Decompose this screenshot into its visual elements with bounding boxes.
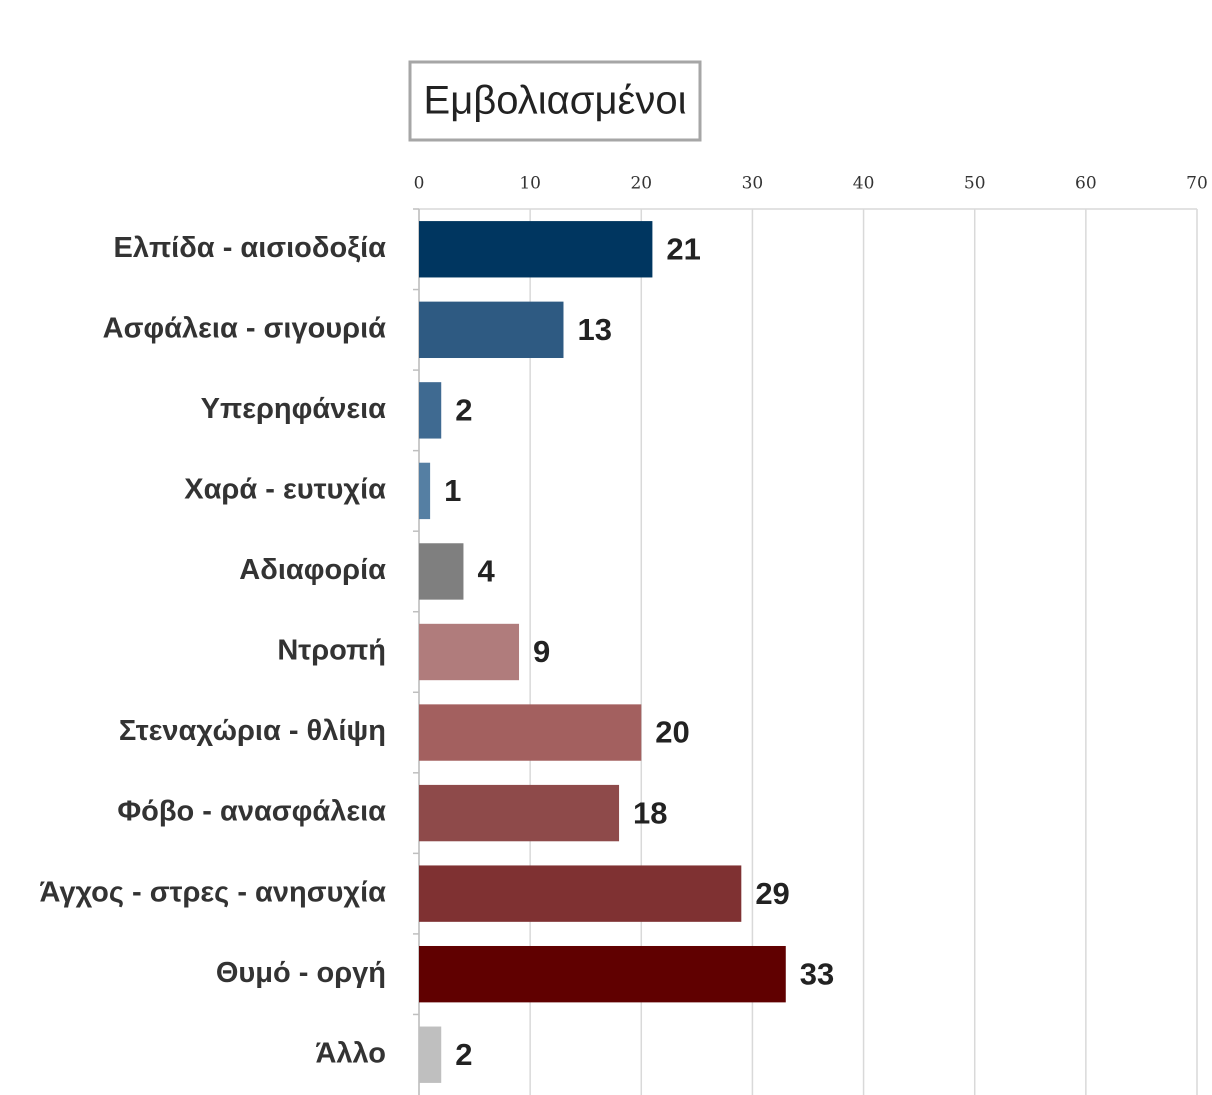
y-tick-label: Θυμό - οργή bbox=[216, 957, 386, 989]
data-label: 4 bbox=[477, 554, 495, 589]
y-tick-label: Ελπίδα - αισιοδοξία bbox=[113, 232, 386, 264]
data-label: 20 bbox=[655, 715, 689, 750]
y-tick-label: Φόβο - ανασφάλεια bbox=[117, 796, 386, 828]
y-tick-label: Ντροπή bbox=[277, 635, 386, 667]
bar bbox=[419, 1026, 442, 1083]
bar bbox=[419, 945, 786, 1003]
x-tick-label: 10 bbox=[519, 174, 541, 194]
data-label: 2 bbox=[455, 1037, 472, 1072]
data-label: 13 bbox=[577, 312, 611, 347]
y-tick-label: Στεναχώρια - θλίψη bbox=[119, 715, 386, 747]
x-tick-label: 70 bbox=[1186, 174, 1208, 194]
data-label: 21 bbox=[666, 231, 700, 266]
bar bbox=[419, 623, 520, 681]
x-tick-label: 30 bbox=[742, 174, 764, 194]
y-tick-label: Άλλο bbox=[315, 1037, 386, 1069]
bar bbox=[419, 784, 620, 842]
data-label: 1 bbox=[444, 473, 461, 508]
title-box bbox=[408, 60, 702, 142]
chart-title: Εμβολιασμένοι bbox=[424, 79, 687, 123]
y-tick-label: Ασφάλεια - σιγουριά bbox=[103, 312, 387, 344]
x-tick-label: 50 bbox=[964, 174, 986, 194]
bar bbox=[419, 382, 442, 439]
bar bbox=[419, 462, 431, 520]
x-tick-label: 20 bbox=[630, 174, 652, 194]
x-tick-label: 40 bbox=[853, 174, 875, 194]
bar bbox=[419, 543, 464, 600]
data-label: 29 bbox=[755, 876, 789, 911]
x-tick-label: 0 bbox=[414, 174, 425, 194]
bar bbox=[419, 865, 742, 922]
bar bbox=[419, 221, 653, 278]
bar bbox=[419, 301, 564, 359]
data-label: 33 bbox=[800, 956, 834, 991]
bar bbox=[419, 704, 642, 761]
y-tick-label: Χαρά - ευτυχία bbox=[184, 474, 386, 506]
data-label: 18 bbox=[633, 795, 667, 830]
data-label: 9 bbox=[533, 634, 550, 669]
x-tick-label: 60 bbox=[1075, 174, 1097, 194]
y-tick-label: Αδιαφορία bbox=[239, 554, 386, 586]
y-tick-label: Άγχος - στρες - ανησυχία bbox=[39, 876, 386, 908]
data-label: 2 bbox=[455, 393, 472, 428]
y-tick-label: Υπερηφάνεια bbox=[201, 393, 386, 425]
